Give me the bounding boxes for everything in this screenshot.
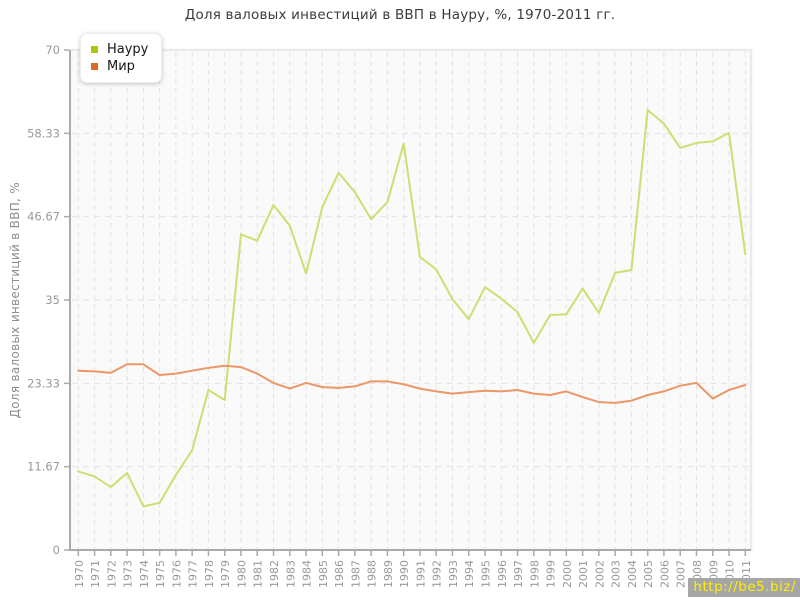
x-tick-label: 1996 bbox=[496, 560, 509, 588]
y-tick-label: 46.67 bbox=[27, 210, 60, 224]
x-tick-label: 1981 bbox=[252, 560, 265, 588]
legend-swatch-mir bbox=[91, 63, 98, 70]
y-tick-label: 35 bbox=[45, 293, 60, 307]
y-tick-label: 70 bbox=[45, 43, 60, 57]
x-tick-label: 1971 bbox=[89, 560, 102, 588]
x-tick-label: 1992 bbox=[431, 560, 444, 588]
x-tick-label: 1976 bbox=[170, 560, 183, 588]
legend-item-nauru: Науру bbox=[91, 42, 148, 57]
x-tick-label: 1979 bbox=[219, 560, 232, 588]
x-tick-label: 1989 bbox=[382, 560, 395, 588]
y-tick-label: 0 bbox=[53, 543, 60, 557]
x-tick-label: 2006 bbox=[658, 560, 671, 588]
series-line-nauru bbox=[77, 109, 747, 508]
x-tick-label: 2004 bbox=[626, 560, 639, 588]
x-tick-label: 1991 bbox=[414, 560, 427, 588]
y-axis-title-wrap: Доля валовых инвестиций в ВВП, % bbox=[0, 0, 30, 600]
x-tick-label: 1987 bbox=[349, 560, 362, 588]
x-tick-label: 1970 bbox=[73, 560, 86, 588]
legend-item-mir: Мир bbox=[91, 59, 148, 74]
x-tick-label: 1972 bbox=[105, 560, 118, 588]
x-tick-label: 1983 bbox=[284, 560, 297, 588]
x-tick-label: 1993 bbox=[447, 560, 460, 588]
x-tick-label: 2005 bbox=[642, 560, 655, 588]
x-tick-label: 1980 bbox=[235, 560, 248, 588]
x-tick-label: 1999 bbox=[545, 560, 558, 588]
x-tick-label: 1978 bbox=[203, 560, 216, 588]
x-tick-label: 1982 bbox=[268, 560, 281, 588]
x-tick-label: 1974 bbox=[138, 560, 151, 588]
x-tick-label: 1984 bbox=[301, 560, 314, 588]
series-line-mir bbox=[77, 363, 747, 404]
plot-border bbox=[70, 48, 753, 550]
x-tick-label: 2000 bbox=[561, 560, 574, 588]
y-axis-title: Доля валовых инвестиций в ВВП, % bbox=[8, 181, 22, 419]
legend-swatch-nauru bbox=[91, 46, 98, 53]
watermark-link[interactable]: http://be5.biz/ bbox=[688, 578, 800, 597]
chart-title: Доля валовых инвестиций в ВВП в Науру, %… bbox=[184, 7, 616, 23]
legend: Науру Мир bbox=[80, 33, 163, 83]
x-tick-label: 1997 bbox=[512, 560, 525, 588]
x-tick-label: 1994 bbox=[463, 560, 476, 588]
x-tick-label: 1988 bbox=[366, 560, 379, 588]
y-tick-label: 23.33 bbox=[27, 376, 60, 390]
x-tick-label: 1985 bbox=[317, 560, 330, 588]
x-tick-label: 1975 bbox=[154, 560, 167, 588]
x-tick-label: 2002 bbox=[593, 560, 606, 588]
axis-lines bbox=[69, 50, 751, 551]
y-tick-label: 11.67 bbox=[27, 460, 60, 474]
x-tick-label: 1986 bbox=[333, 560, 346, 588]
x-tick-label: 2007 bbox=[675, 560, 688, 588]
x-tick-label: 1977 bbox=[187, 560, 200, 588]
x-tick-label: 1990 bbox=[398, 560, 411, 588]
x-tick-label: 2001 bbox=[577, 560, 590, 588]
legend-label-mir: Мир bbox=[107, 59, 135, 74]
x-tick-label: 1973 bbox=[122, 560, 135, 588]
y-tick-label: 58.33 bbox=[27, 126, 60, 140]
x-tick-label: 1995 bbox=[480, 560, 493, 588]
x-tick-label: 1998 bbox=[528, 560, 541, 588]
legend-label-nauru: Науру bbox=[107, 42, 149, 57]
x-tick-label: 2003 bbox=[610, 560, 623, 588]
